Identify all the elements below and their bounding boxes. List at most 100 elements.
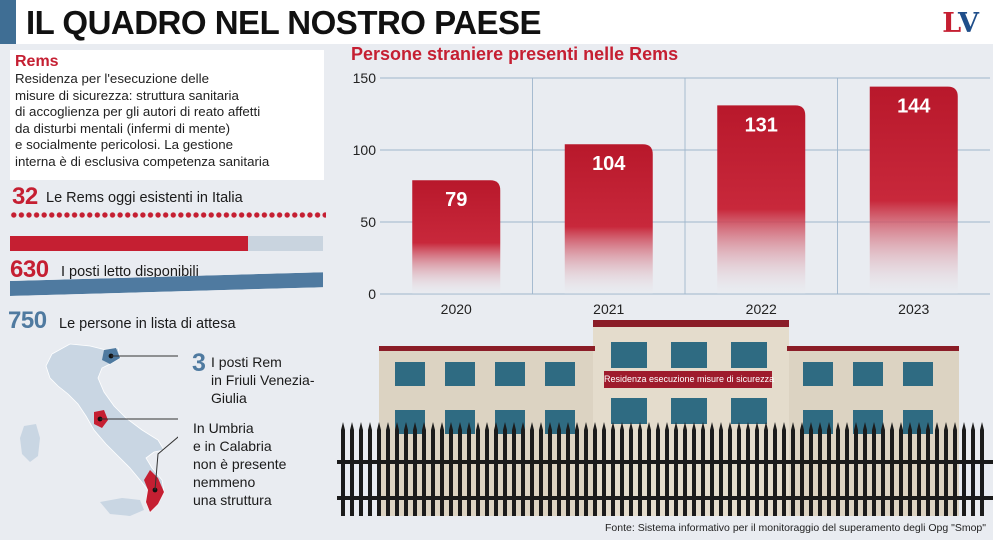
window xyxy=(671,342,707,368)
fence-spike xyxy=(386,422,390,516)
window xyxy=(671,398,707,424)
bar-value-label: 144 xyxy=(897,96,931,118)
fence-spike xyxy=(890,422,894,516)
fence-spike xyxy=(494,422,498,516)
umbria-text-line: e in Calabria xyxy=(193,438,272,454)
fence-spike xyxy=(827,422,831,516)
fence-spike xyxy=(737,422,741,516)
fence-spike xyxy=(503,422,507,516)
fence-spike xyxy=(683,422,687,516)
logo-letter-l: L xyxy=(942,8,959,39)
umbria-text-line: In Umbria xyxy=(193,420,254,436)
fence-spike xyxy=(917,422,921,516)
italy-mainland-shape xyxy=(45,343,165,513)
fence-spike xyxy=(845,422,849,516)
fence-spike xyxy=(962,422,966,516)
fence-spike xyxy=(710,422,714,516)
umbria-text-line: non è presente xyxy=(193,456,287,472)
fence-spike xyxy=(431,422,435,516)
x-tick-label: 2023 xyxy=(898,301,929,317)
fvg-text-line: in Friuli Venezia- xyxy=(211,372,315,388)
fence-spike xyxy=(908,422,912,516)
fence-spike xyxy=(377,422,381,516)
fence-spike xyxy=(944,422,948,516)
fence-spike xyxy=(674,422,678,516)
window xyxy=(731,342,767,368)
fence-spike xyxy=(350,422,354,516)
x-tick-label: 2022 xyxy=(746,301,777,317)
x-tick-label: 2020 xyxy=(441,301,472,317)
window xyxy=(395,410,425,434)
building-center-roof xyxy=(593,320,789,327)
fence-spike xyxy=(836,422,840,516)
umbria-text-line: una struttura xyxy=(193,492,272,508)
fence-spike xyxy=(458,422,462,516)
fence-spike xyxy=(665,422,669,516)
fence-spike xyxy=(818,422,822,516)
fence-spike xyxy=(863,422,867,516)
fence-spike xyxy=(521,422,525,516)
fence-spike xyxy=(719,422,723,516)
window xyxy=(495,410,525,434)
fence-spike xyxy=(809,422,813,516)
calabria-leader-line xyxy=(154,436,178,491)
bar-chart: 0 50 100 150 79 2020 104 2021 131 2022 144 2023 xyxy=(353,70,990,317)
fence-spike xyxy=(854,422,858,516)
waiting-label: Le persone in lista di attesa xyxy=(59,316,236,332)
window xyxy=(445,362,475,386)
fence-spike xyxy=(800,422,804,516)
y-tick-label: 100 xyxy=(353,142,377,158)
fence-spike xyxy=(566,422,570,516)
fence-spike xyxy=(395,422,399,516)
fence-spike xyxy=(764,422,768,516)
building-right-roof xyxy=(787,346,959,351)
building-left-roof xyxy=(379,346,595,351)
rems-description-line: misure di sicurezza: struttura sanitaria xyxy=(15,87,239,103)
rems-description-line: interna è di esclusiva competenza sanita… xyxy=(15,153,270,169)
bar xyxy=(564,144,653,294)
y-tick-label: 150 xyxy=(353,70,377,86)
window xyxy=(853,362,883,386)
fence-spike xyxy=(647,422,651,516)
fence-spike xyxy=(575,422,579,516)
fvg-text-line: Giulia xyxy=(211,390,247,406)
fence-spike xyxy=(440,422,444,516)
fvg-value: 3 xyxy=(192,349,206,377)
bar-value-label: 79 xyxy=(445,189,467,211)
window xyxy=(545,362,575,386)
rems-description-line: di accoglienza per gli autori di reato a… xyxy=(15,104,261,119)
window xyxy=(611,342,647,368)
rems-description-line: Residenza per l'esecuzione delle xyxy=(15,71,209,86)
fence-spike xyxy=(935,422,939,516)
fence-spike xyxy=(782,422,786,516)
rems-title: Rems xyxy=(15,53,59,70)
fence-spike xyxy=(584,422,588,516)
fence-spike xyxy=(971,422,975,516)
bar xyxy=(717,105,806,294)
publisher-logo: LV xyxy=(942,8,979,39)
fence-spike xyxy=(368,422,372,516)
beds-value: 630 xyxy=(10,256,49,283)
window xyxy=(611,398,647,424)
fence-spike xyxy=(485,422,489,516)
fence-spike xyxy=(728,422,732,516)
fence-spike xyxy=(791,422,795,516)
fence-spike xyxy=(746,422,750,516)
beds-label: I posti letto disponibili xyxy=(61,264,199,280)
fence-spike xyxy=(881,422,885,516)
building-sign: Residenza esecuzione misure di sicurezza xyxy=(604,371,774,388)
fence-spike xyxy=(530,422,534,516)
sardinia-shape xyxy=(20,424,40,462)
fence-spike xyxy=(692,422,696,516)
fence-spike xyxy=(926,422,930,516)
fence-spike xyxy=(701,422,705,516)
fence-spike xyxy=(413,422,417,516)
header-strip xyxy=(0,0,993,44)
window xyxy=(803,362,833,386)
fence-spike xyxy=(593,422,597,516)
source-note: Fonte: Sistema informativo per il monito… xyxy=(605,522,986,534)
bar xyxy=(869,86,958,294)
bar-value-label: 131 xyxy=(745,114,778,136)
logo-letter-v: V xyxy=(958,8,979,39)
fvg-text: I posti Rem in Friuli Venezia- Giulia xyxy=(211,353,315,407)
